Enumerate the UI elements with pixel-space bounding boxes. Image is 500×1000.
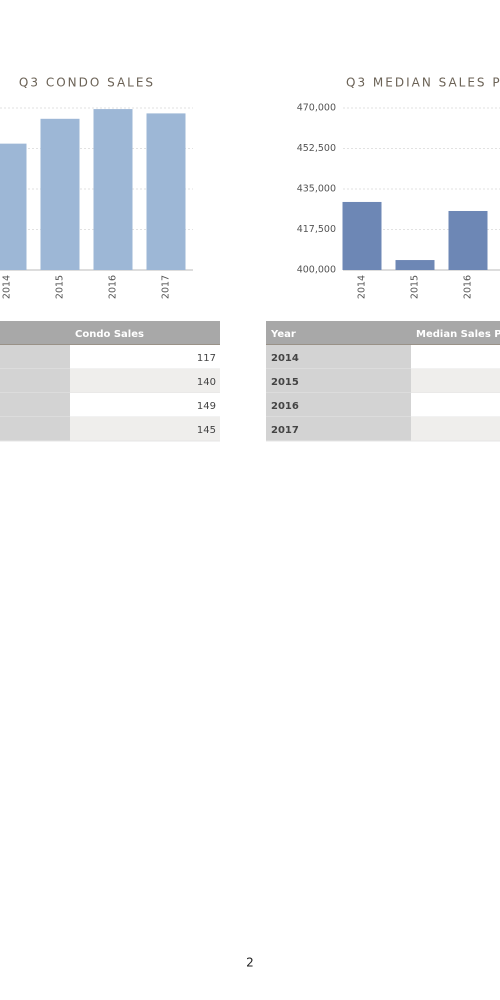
table-cell: 2017 bbox=[271, 425, 299, 436]
year-cell bbox=[0, 345, 70, 369]
table-header: Year bbox=[270, 329, 296, 340]
table-cell: 140 bbox=[197, 377, 216, 388]
value-cell bbox=[70, 369, 220, 393]
table-cell: 2015 bbox=[271, 377, 299, 388]
year-cell bbox=[0, 417, 70, 441]
bar bbox=[146, 113, 186, 271]
year-cell bbox=[266, 417, 411, 441]
table-header: Median Sales Price bbox=[416, 329, 500, 340]
table-cell: 145 bbox=[197, 425, 216, 436]
page-number: 2 bbox=[246, 956, 254, 970]
value-cell bbox=[70, 345, 220, 369]
value-cell bbox=[70, 417, 220, 441]
chart-title: Q3 CONDO SALES bbox=[19, 76, 155, 90]
x-tick-label: 2015 bbox=[55, 275, 66, 299]
x-tick-label: 2014 bbox=[357, 275, 368, 299]
x-tick-label: 2017 bbox=[161, 275, 172, 299]
x-tick-label: 2016 bbox=[463, 275, 474, 299]
value-cell bbox=[411, 393, 500, 417]
table-cell: 2016 bbox=[271, 401, 299, 412]
year-cell bbox=[0, 369, 70, 393]
value-cell bbox=[70, 393, 220, 417]
table-header-bg bbox=[266, 321, 500, 345]
value-cell bbox=[411, 369, 500, 393]
year-cell bbox=[266, 393, 411, 417]
bar bbox=[342, 201, 382, 270]
x-tick-label: 2016 bbox=[108, 275, 119, 299]
year-cell bbox=[266, 369, 411, 393]
value-cell bbox=[411, 345, 500, 369]
table-cell: 149 bbox=[197, 401, 216, 412]
y-tick-label: 417,500 bbox=[297, 224, 336, 235]
year-cell bbox=[266, 345, 411, 369]
y-tick-label: 400,000 bbox=[297, 265, 336, 276]
x-tick-label: 2014 bbox=[2, 275, 13, 299]
table-header-bg bbox=[0, 321, 220, 345]
bar bbox=[395, 260, 435, 270]
bar bbox=[0, 143, 27, 270]
table-header: Condo Sales bbox=[75, 329, 144, 340]
bar bbox=[93, 109, 133, 270]
table-cell: 2014 bbox=[271, 353, 299, 364]
bar bbox=[448, 210, 488, 270]
table-cell: 117 bbox=[197, 353, 216, 364]
y-tick-label: 435,000 bbox=[297, 184, 336, 195]
y-tick-label: 470,000 bbox=[297, 103, 336, 114]
chart-title: Q3 MEDIAN SALES PRICE bbox=[346, 76, 500, 90]
value-cell bbox=[411, 417, 500, 441]
year-cell bbox=[0, 393, 70, 417]
bar bbox=[40, 118, 80, 270]
x-tick-label: 2015 bbox=[410, 275, 421, 299]
y-tick-label: 452,500 bbox=[297, 143, 336, 154]
